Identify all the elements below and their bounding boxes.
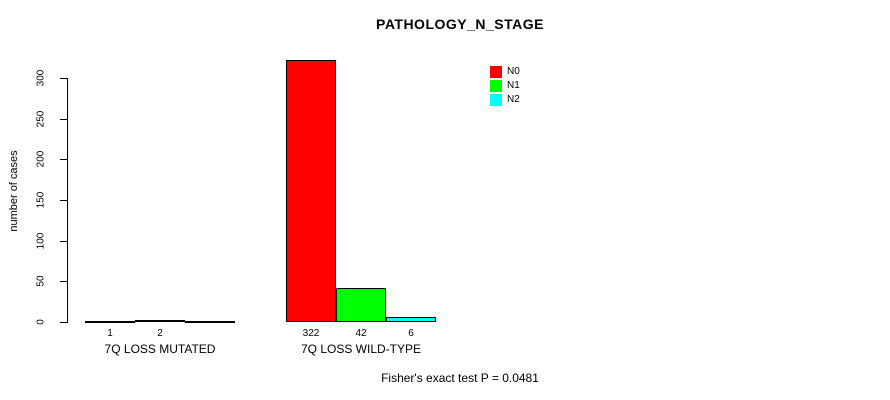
y-axis-line: [67, 78, 68, 323]
y-tick-mark: [60, 200, 67, 201]
bar-N1: [135, 320, 185, 322]
y-tick-label: 300: [35, 69, 47, 87]
y-tick-label: 250: [35, 110, 47, 128]
legend-row-N2: N2: [490, 93, 520, 107]
bar-N0: [85, 321, 135, 323]
y-tick-label: 0: [35, 319, 47, 325]
legend-row-N0: N0: [490, 65, 520, 79]
y-tick-mark: [60, 241, 67, 242]
bar-N1: [336, 288, 386, 322]
chart-title: PATHOLOGY_N_STAGE: [376, 16, 544, 32]
statistical-test-note: Fisher's exact test P = 0.0481: [381, 371, 539, 385]
bar-N2: [386, 317, 436, 322]
y-axis-title: number of cases: [8, 150, 20, 232]
y-tick-mark: [60, 281, 67, 282]
y-tick-label: 150: [35, 191, 47, 209]
bar-count-label: 1: [107, 328, 113, 339]
bar-count-label: 42: [355, 328, 367, 339]
legend-swatch-N0: [490, 66, 502, 78]
y-tick-mark: [60, 159, 67, 160]
bar-count-label: 2: [157, 328, 163, 339]
legend-label: N0: [507, 66, 520, 77]
category-label: 7Q LOSS MUTATED: [104, 342, 216, 356]
y-tick-label: 100: [35, 232, 47, 250]
legend-row-N1: N1: [490, 79, 520, 93]
legend: N0 N1 N2: [490, 65, 520, 107]
bar-N0: [286, 60, 336, 322]
y-tick-mark: [60, 119, 67, 120]
y-tick-mark: [60, 322, 67, 323]
bar-count-label: 6: [408, 328, 414, 339]
legend-swatch-N1: [490, 80, 502, 92]
y-tick-label: 50: [35, 275, 47, 287]
category-label: 7Q LOSS WILD-TYPE: [300, 342, 422, 356]
y-tick-mark: [60, 78, 67, 79]
bar-N2: [185, 321, 235, 323]
y-tick-label: 200: [35, 150, 47, 168]
bar-count-label: 322: [302, 328, 320, 339]
legend-swatch-N2: [490, 94, 502, 106]
legend-label: N1: [507, 80, 520, 91]
legend-label: N2: [507, 94, 520, 105]
